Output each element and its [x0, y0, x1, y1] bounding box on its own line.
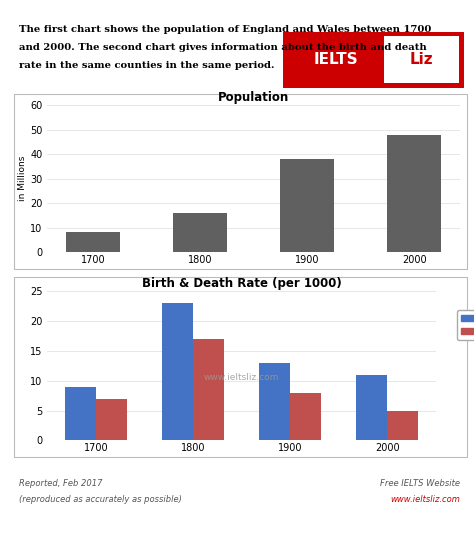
- Bar: [162, 303, 193, 440]
- Text: Liz: Liz: [410, 52, 433, 67]
- Bar: [259, 363, 290, 440]
- Bar: [280, 159, 334, 252]
- Bar: [356, 375, 387, 440]
- Text: www.ieltsliz.com: www.ieltsliz.com: [390, 495, 460, 504]
- Title: Population: Population: [218, 91, 289, 104]
- Text: Free IELTS Website: Free IELTS Website: [380, 479, 460, 488]
- Y-axis label: in Millions: in Millions: [18, 156, 27, 201]
- Bar: [65, 387, 96, 440]
- Bar: [66, 233, 120, 252]
- Title: Birth & Death Rate (per 1000): Birth & Death Rate (per 1000): [142, 276, 342, 290]
- Bar: [387, 135, 441, 252]
- FancyBboxPatch shape: [14, 277, 467, 457]
- Bar: [173, 213, 227, 252]
- Bar: [384, 37, 458, 83]
- Text: www.ieltsliz.com: www.ieltsliz.com: [204, 373, 280, 382]
- Text: IELTS: IELTS: [314, 52, 358, 67]
- Text: Reported, Feb 2017: Reported, Feb 2017: [19, 479, 102, 488]
- Bar: [96, 398, 127, 440]
- FancyBboxPatch shape: [14, 94, 467, 269]
- Text: (reproduced as accurately as possible): (reproduced as accurately as possible): [19, 495, 182, 504]
- Text: and 2000. The second chart gives information about the birth and death: and 2000. The second chart gives informa…: [19, 43, 427, 52]
- Bar: [387, 411, 419, 440]
- Legend: Birth, Death: Birth, Death: [457, 310, 474, 340]
- Bar: [193, 338, 224, 440]
- Text: rate in the same counties in the same period.: rate in the same counties in the same pe…: [19, 61, 274, 70]
- Bar: [290, 393, 321, 440]
- Text: The first chart shows the population of England and Wales between 1700: The first chart shows the population of …: [19, 25, 431, 34]
